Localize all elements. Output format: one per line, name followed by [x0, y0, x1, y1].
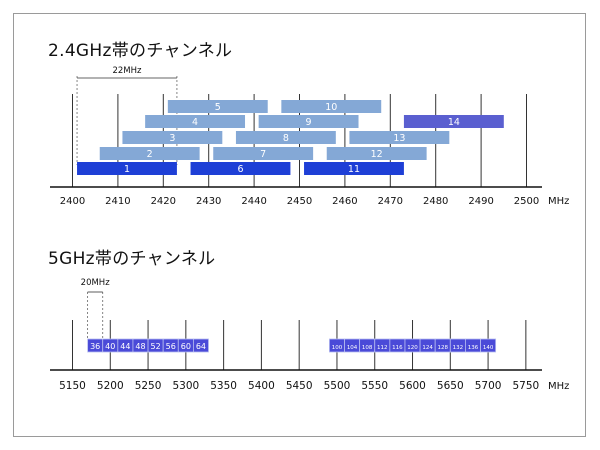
- width-label-20mhz: 20MHz: [81, 278, 111, 288]
- channel-label-13: 13: [393, 133, 405, 144]
- channel-5g-label-140: 140: [483, 345, 494, 351]
- tick-label-5650: 5650: [437, 380, 464, 392]
- channel-bar-5: [167, 100, 268, 113]
- channel-5g-label-112: 112: [377, 345, 388, 351]
- channel-label-11: 11: [348, 164, 360, 175]
- channel-5g-label-100: 100: [332, 345, 343, 351]
- channel-5g-label-44: 44: [120, 342, 130, 351]
- channel-bar-14: [403, 115, 504, 128]
- channel-5g-140: [480, 338, 497, 353]
- channel-bar-2: [99, 147, 200, 160]
- channel-bar-1: [77, 162, 177, 175]
- width-label-22mhz: 22MHz: [112, 66, 142, 76]
- channel-bar-8: [235, 131, 336, 144]
- tick-label-5400: 5400: [248, 380, 275, 392]
- tick-label-5550: 5550: [361, 380, 388, 392]
- channel-label-10: 10: [325, 102, 337, 113]
- channel-5g-label-60: 60: [181, 342, 191, 351]
- channel-label-4: 4: [192, 117, 198, 128]
- tick-label-2490: 2490: [468, 196, 493, 207]
- channel-5g-label-64: 64: [196, 342, 206, 351]
- channel-label-14: 14: [448, 117, 460, 128]
- tick-label-2500: 2500: [514, 196, 539, 207]
- band24-unit-label: MHz: [548, 196, 569, 207]
- tick-label-2430: 2430: [196, 196, 221, 207]
- channel-5g-label-116: 116: [392, 345, 403, 351]
- tick-label-5500: 5500: [324, 380, 351, 392]
- tick-label-5300: 5300: [172, 380, 199, 392]
- channel-bar-9: [258, 115, 359, 128]
- channel-5g-label-40: 40: [105, 342, 115, 351]
- tick-label-5600: 5600: [399, 380, 426, 392]
- channel-5g-label-132: 132: [453, 345, 464, 351]
- tick-label-2450: 2450: [287, 196, 312, 207]
- tick-label-2460: 2460: [332, 196, 357, 207]
- channel-label-6: 6: [237, 164, 243, 175]
- channel-5g-64: [192, 338, 209, 353]
- channel-bar-13: [349, 131, 450, 144]
- tick-label-2400: 2400: [60, 196, 85, 207]
- channel-bar-6: [190, 162, 291, 175]
- tick-label-5150: 5150: [59, 380, 86, 392]
- channel-5g-label-136: 136: [468, 345, 479, 351]
- channel-bar-10: [281, 100, 382, 113]
- channel-5g-label-52: 52: [151, 342, 161, 351]
- channel-label-7: 7: [260, 149, 266, 160]
- channel-5g-label-36: 36: [90, 342, 100, 351]
- band5-unit-label: MHz: [548, 381, 569, 392]
- channel-5g-label-48: 48: [135, 342, 145, 351]
- tick-label-5200: 5200: [97, 380, 124, 392]
- band24-title: 2.4GHz帯のチャンネル: [48, 41, 233, 61]
- tick-label-2420: 2420: [151, 196, 176, 207]
- channel-5g-label-124: 124: [422, 345, 433, 351]
- channel-bar-12: [326, 147, 427, 160]
- tick-label-5250: 5250: [135, 380, 162, 392]
- channel-5g-label-108: 108: [362, 345, 373, 351]
- tick-label-5700: 5700: [475, 380, 502, 392]
- channel-label-8: 8: [283, 133, 289, 144]
- channel-label-9: 9: [306, 117, 312, 128]
- channel-5g-label-104: 104: [347, 345, 358, 351]
- channel-bar-7: [213, 147, 314, 160]
- channel-5g-label-128: 128: [437, 345, 448, 351]
- tick-label-2470: 2470: [378, 196, 403, 207]
- channel-label-3: 3: [169, 133, 175, 144]
- tick-label-2440: 2440: [241, 196, 266, 207]
- channel-label-1: 1: [124, 164, 130, 175]
- channel-label-5: 5: [215, 102, 221, 113]
- channel-5g-label-56: 56: [166, 342, 176, 351]
- tick-label-5750: 5750: [512, 380, 539, 392]
- channel-5g-label-120: 120: [407, 345, 418, 351]
- channel-label-2: 2: [147, 149, 153, 160]
- channel-bar-11: [304, 162, 404, 175]
- tick-label-2480: 2480: [423, 196, 448, 207]
- band5-title: 5GHz帯のチャンネル: [48, 249, 216, 269]
- tick-label-2410: 2410: [105, 196, 130, 207]
- channel-label-12: 12: [371, 149, 383, 160]
- channel-bar-4: [145, 115, 246, 128]
- diagram-frame: [13, 13, 586, 437]
- tick-label-5450: 5450: [286, 380, 313, 392]
- tick-label-5350: 5350: [210, 380, 237, 392]
- channel-bar-3: [122, 131, 223, 144]
